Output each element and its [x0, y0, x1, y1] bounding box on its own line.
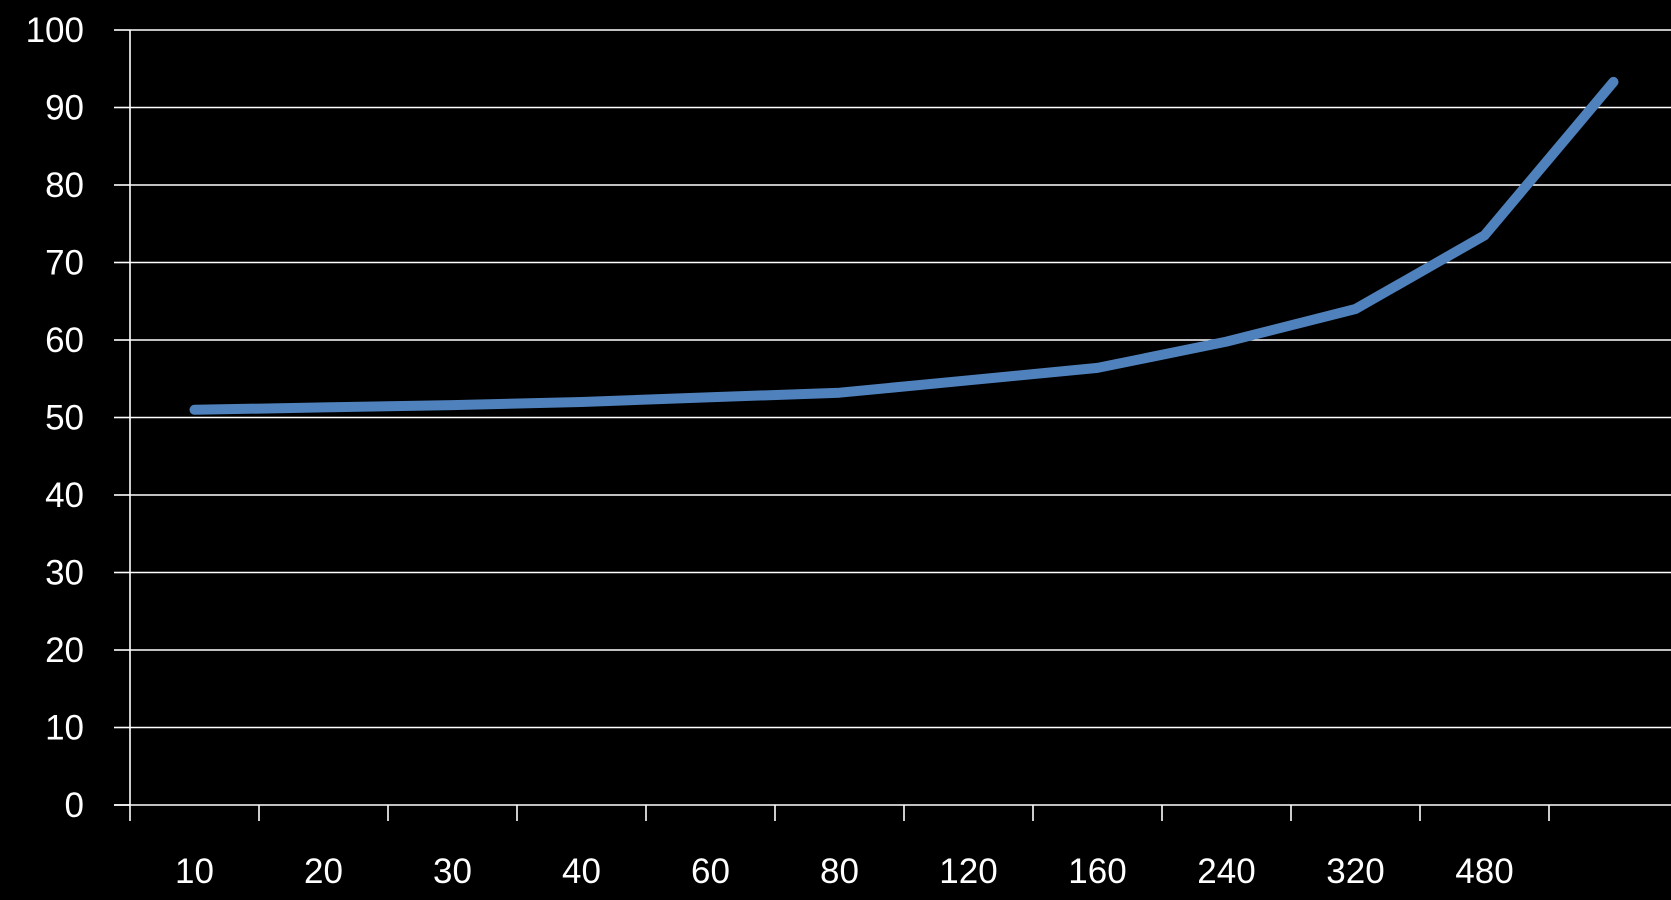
- x-tick-label: 30: [433, 852, 472, 891]
- axes: [114, 29, 1671, 821]
- y-tick-label: 60: [45, 321, 84, 360]
- y-tick-label: 50: [45, 399, 84, 438]
- y-tick-label: 10: [45, 709, 84, 748]
- x-tick-label: 480: [1455, 852, 1513, 891]
- x-tick-label: 10: [175, 852, 214, 891]
- y-tick-label: 0: [65, 786, 84, 825]
- x-tick-label: 40: [562, 852, 601, 891]
- x-tick-label: 20: [304, 852, 343, 891]
- x-tick-labels: 10 20 30 40 60 80 120 160 240 320 480: [175, 852, 1514, 891]
- y-tick-label: 100: [26, 11, 84, 50]
- x-tick-label: 120: [939, 852, 997, 891]
- x-tick-label: 240: [1197, 852, 1255, 891]
- y-tick-label: 80: [45, 166, 84, 205]
- x-tick-label: 80: [820, 852, 859, 891]
- y-tick-label: 30: [45, 554, 84, 593]
- y-tick-label: 40: [45, 476, 84, 515]
- y-tick-label: 90: [45, 89, 84, 128]
- y-tick-labels: 0 10 20 30 40 50 60 70 80 90 100: [26, 11, 84, 825]
- series-line-0: [189, 76, 1619, 415]
- series: [189, 76, 1619, 415]
- x-tick-label: 160: [1068, 852, 1126, 891]
- x-tick-label: 320: [1326, 852, 1384, 891]
- gridlines: [130, 29, 1671, 729]
- y-tick-label: 70: [45, 244, 84, 283]
- y-tick-label: 20: [45, 631, 84, 670]
- x-tick-label: 60: [691, 852, 730, 891]
